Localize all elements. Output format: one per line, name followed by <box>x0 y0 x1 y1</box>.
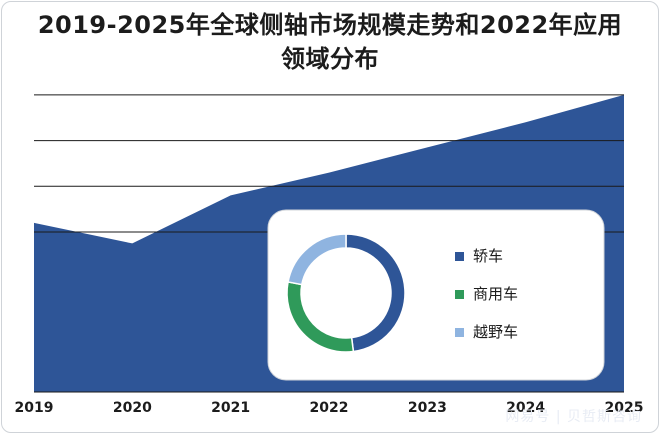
watermark: 网易号 | 贝哲斯咨询 <box>505 409 642 425</box>
x-tick-label: 2021 <box>211 400 250 416</box>
chart-title-line-1: 2019-2025年全球侧轴市场规模走势和2022年应用 <box>37 11 623 39</box>
donut-slice <box>287 233 347 286</box>
legend-label: 轿车 <box>473 247 503 265</box>
x-tick-label: 2019 <box>15 400 54 416</box>
x-tick-label: 2025 <box>605 400 644 416</box>
legend-label: 商用车 <box>473 285 518 303</box>
x-tick-label: 2022 <box>310 400 349 416</box>
chart-title: 2019-2025年全球侧轴市场规模走势和2022年应用 领域分布 <box>0 8 660 76</box>
x-tick-label: 2020 <box>113 400 152 416</box>
legend-swatch <box>455 328 464 337</box>
donut-panel <box>267 209 605 381</box>
chart-title-line-2: 领域分布 <box>281 45 379 73</box>
legend-swatch <box>455 252 464 261</box>
x-tick-label: 2024 <box>506 400 545 416</box>
legend-label: 越野车 <box>473 323 518 341</box>
legend-swatch <box>455 290 464 299</box>
x-tick-label: 2023 <box>408 400 447 416</box>
